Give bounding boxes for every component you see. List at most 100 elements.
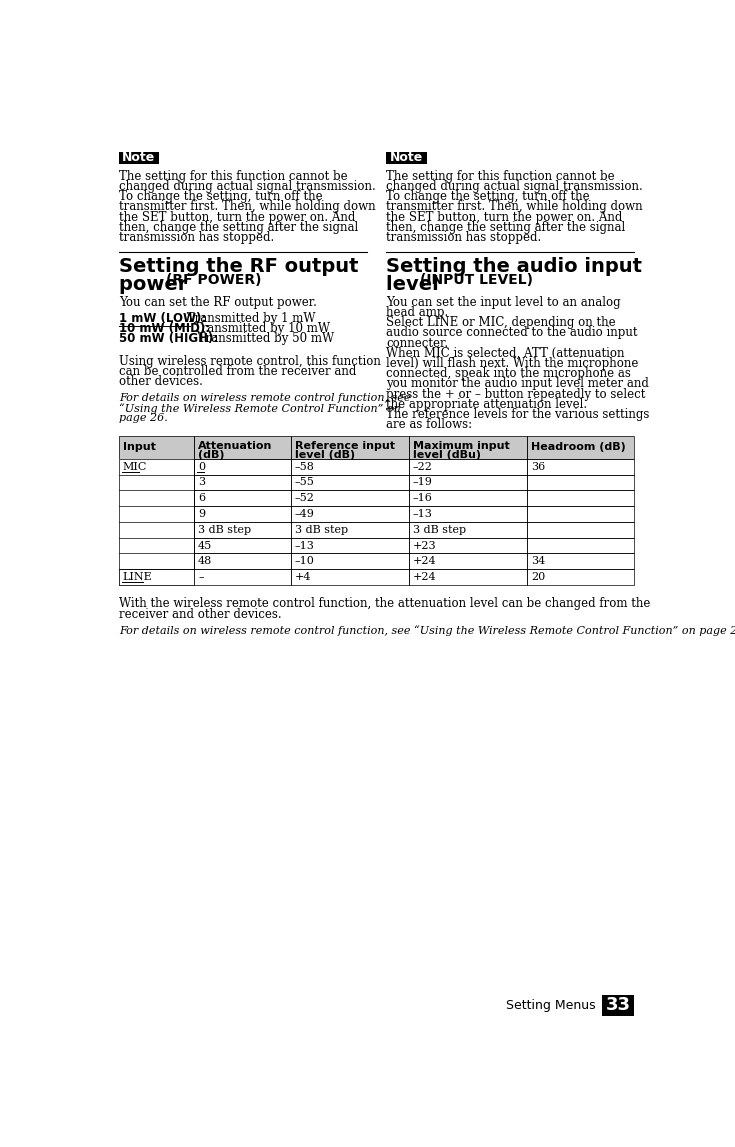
Text: then, change the setting after the signal: then, change the setting after the signa… xyxy=(387,221,625,234)
Text: changed during actual signal transmission.: changed during actual signal transmissio… xyxy=(119,180,376,193)
Text: Setting Menus: Setting Menus xyxy=(506,999,595,1012)
Bar xyxy=(527,436,634,459)
Bar xyxy=(194,538,291,554)
Bar xyxy=(194,490,291,506)
Bar xyxy=(409,538,527,554)
Bar xyxy=(194,569,291,585)
Text: 34: 34 xyxy=(531,556,545,567)
Text: +23: +23 xyxy=(413,540,437,551)
Text: Input: Input xyxy=(123,443,156,452)
Text: power: power xyxy=(119,275,194,294)
Text: press the + or – button repeatedly to select: press the + or – button repeatedly to se… xyxy=(387,388,646,400)
Text: 36: 36 xyxy=(531,461,545,471)
Text: 6: 6 xyxy=(198,493,205,504)
Text: –10: –10 xyxy=(295,556,315,567)
Text: connected, speak into the microphone as: connected, speak into the microphone as xyxy=(387,367,631,381)
Bar xyxy=(409,459,527,475)
Bar xyxy=(119,459,194,475)
Bar xyxy=(409,475,527,490)
Text: –16: –16 xyxy=(413,493,433,504)
Text: other devices.: other devices. xyxy=(119,375,203,389)
Bar xyxy=(387,151,427,164)
Bar xyxy=(527,569,634,585)
Bar xyxy=(194,459,291,475)
Text: Transmitted by 1 mW: Transmitted by 1 mW xyxy=(182,312,315,325)
Bar xyxy=(291,522,409,538)
Text: To change the setting, turn off the: To change the setting, turn off the xyxy=(387,190,590,203)
Text: Transmitted by 50 mW: Transmitted by 50 mW xyxy=(194,333,334,345)
Bar xyxy=(527,506,634,522)
Text: 48: 48 xyxy=(198,556,212,567)
Bar xyxy=(527,506,634,522)
Bar xyxy=(194,459,291,475)
Text: –19: –19 xyxy=(413,477,433,487)
Text: MIC: MIC xyxy=(123,461,147,471)
Text: For details on wireless remote control function, see “Using the Wireless Remote : For details on wireless remote control f… xyxy=(119,625,735,637)
Bar xyxy=(409,436,527,459)
Text: –49: –49 xyxy=(295,509,315,518)
Bar xyxy=(527,490,634,506)
Bar xyxy=(409,522,527,538)
Bar xyxy=(119,569,194,585)
Bar xyxy=(119,554,194,569)
Bar xyxy=(194,475,291,490)
Bar xyxy=(194,522,291,538)
Bar xyxy=(409,506,527,522)
Bar xyxy=(291,538,409,554)
Text: transmitter first. Then, while holding down: transmitter first. Then, while holding d… xyxy=(119,201,376,213)
Text: Select LINE or MIC, depending on the: Select LINE or MIC, depending on the xyxy=(387,317,616,329)
Text: transmission has stopped.: transmission has stopped. xyxy=(387,231,542,244)
Text: connecter.: connecter. xyxy=(387,336,448,350)
Text: With the wireless remote control function, the attenuation level can be changed : With the wireless remote control functio… xyxy=(119,598,650,610)
Bar xyxy=(119,459,194,569)
Bar xyxy=(119,522,194,538)
Bar xyxy=(409,436,527,459)
Bar xyxy=(527,554,634,569)
Bar xyxy=(291,436,409,459)
Text: page 26.: page 26. xyxy=(119,413,168,422)
Bar xyxy=(409,554,527,569)
Text: “Using the Wireless Remote Control Function” on: “Using the Wireless Remote Control Funct… xyxy=(119,403,401,414)
Text: the SET button, turn the power on. And: the SET button, turn the power on. And xyxy=(387,211,623,224)
Bar xyxy=(291,475,409,490)
Text: –13: –13 xyxy=(295,540,315,551)
Text: are as follows:: are as follows: xyxy=(387,419,473,431)
Bar xyxy=(119,506,194,522)
Bar xyxy=(409,490,527,506)
Bar xyxy=(409,459,527,475)
Bar xyxy=(119,151,159,164)
Bar xyxy=(291,436,409,459)
Bar xyxy=(194,436,291,459)
Text: transmission has stopped.: transmission has stopped. xyxy=(119,231,274,244)
Text: receiver and other devices.: receiver and other devices. xyxy=(119,608,282,621)
Bar xyxy=(194,522,291,538)
Bar xyxy=(527,459,634,475)
Text: you monitor the audio input level meter and: you monitor the audio input level meter … xyxy=(387,377,649,390)
Bar xyxy=(291,506,409,522)
Text: changed during actual signal transmission.: changed during actual signal transmissio… xyxy=(387,180,643,193)
Bar xyxy=(194,506,291,522)
Text: You can set the input level to an analog: You can set the input level to an analog xyxy=(387,296,621,309)
Text: +24: +24 xyxy=(413,556,437,567)
Text: 3: 3 xyxy=(198,477,205,487)
Text: LINE: LINE xyxy=(123,572,153,583)
Text: 3 dB step: 3 dB step xyxy=(413,525,466,535)
Bar xyxy=(291,490,409,506)
Text: Setting the audio input: Setting the audio input xyxy=(387,257,642,275)
Bar xyxy=(291,459,409,475)
Text: (INPUT LEVEL): (INPUT LEVEL) xyxy=(420,273,533,287)
Text: 9: 9 xyxy=(198,509,205,518)
Text: audio source connected to the audio input: audio source connected to the audio inpu… xyxy=(387,326,638,340)
Text: To change the setting, turn off the: To change the setting, turn off the xyxy=(119,190,323,203)
Bar xyxy=(409,490,527,506)
Text: The reference levels for the various settings: The reference levels for the various set… xyxy=(387,408,650,421)
Text: 1 mW (LOW):: 1 mW (LOW): xyxy=(119,312,207,325)
Text: +4: +4 xyxy=(295,572,311,583)
Text: Maximum input: Maximum input xyxy=(413,442,509,451)
Text: the SET button, turn the power on. And: the SET button, turn the power on. And xyxy=(119,211,356,224)
Bar xyxy=(527,538,634,554)
Text: LINE: LINE xyxy=(123,572,153,583)
Bar xyxy=(194,554,291,569)
Bar xyxy=(527,490,634,506)
Text: the appropriate attenuation level.: the appropriate attenuation level. xyxy=(387,398,587,411)
